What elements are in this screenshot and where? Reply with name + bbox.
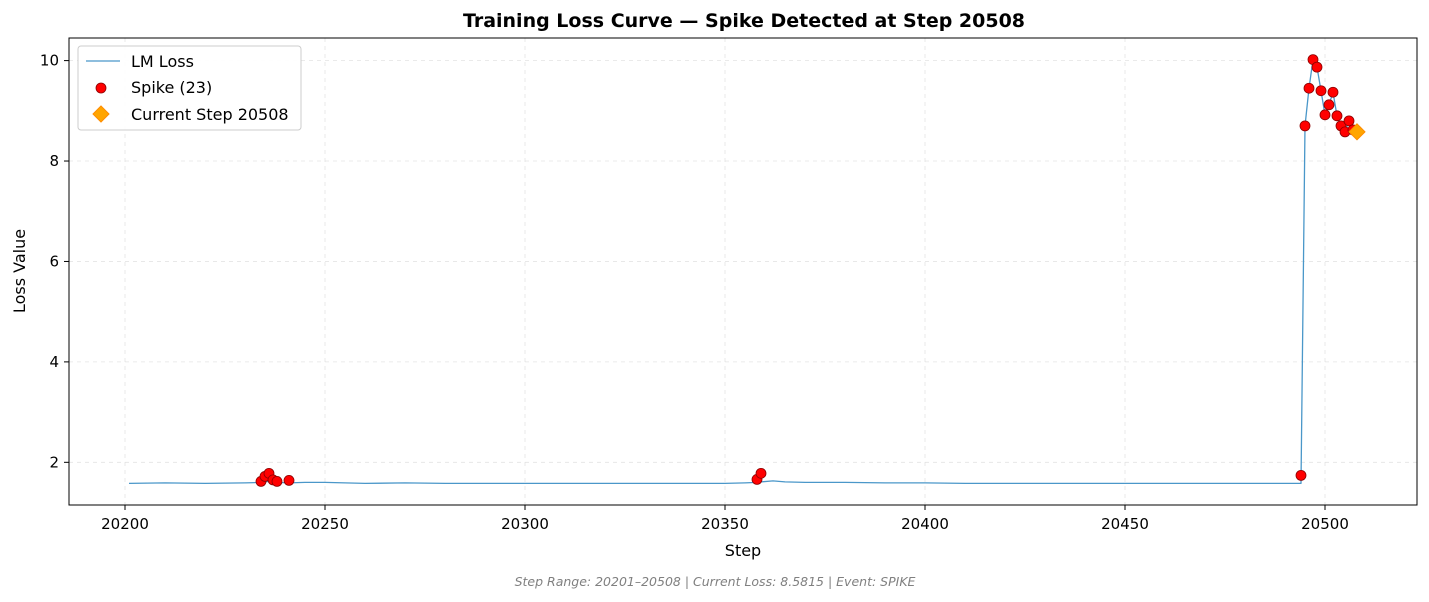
spike-point <box>1331 110 1343 122</box>
y-axis-label: Loss Value <box>10 229 29 313</box>
axes: 20200 20250 20300 20350 20400 20450 20500 2 4 6 8 1… <box>40 37 1418 533</box>
x-tick-label: 20350 <box>701 515 749 533</box>
legend-spike-swatch <box>95 82 107 94</box>
x-tick-label: 20250 <box>301 515 349 533</box>
legend-label-lm-loss: LM Loss <box>131 52 194 71</box>
x-tick-label: 20500 <box>1301 515 1349 533</box>
x-tick-label: 20450 <box>1101 515 1149 533</box>
spike-point <box>1299 120 1311 132</box>
chart-title: Training Loss Curve — Spike Detected at … <box>463 10 1025 32</box>
spike-point <box>1343 115 1355 127</box>
spike-point <box>755 467 767 479</box>
y-tick-label: 10 <box>40 52 59 70</box>
legend-current-swatch <box>92 105 110 123</box>
y-tick-label: 6 <box>49 252 59 270</box>
spike-point <box>271 475 283 487</box>
footer-caption: Step Range: 20201–20508 | Current Loss: … <box>515 574 916 589</box>
legend: LM Loss Spike (23) Current Step 20508 <box>77 45 302 131</box>
x-axis-label: Step <box>725 541 761 560</box>
y-tick-label: 8 <box>49 152 59 170</box>
loss-line <box>128 58 1358 485</box>
spike-points-layer <box>255 54 1366 487</box>
y-tick-label: 4 <box>49 353 59 371</box>
spike-point <box>1303 82 1315 94</box>
legend-frame <box>77 45 302 131</box>
legend-label-current: Current Step 20508 <box>131 105 289 124</box>
loss-line-layer <box>128 58 1358 485</box>
plot-frame <box>68 37 1418 506</box>
x-tick-label: 20200 <box>101 515 149 533</box>
current-step-marker <box>1348 123 1366 141</box>
spike-point <box>1311 61 1323 73</box>
spike-point <box>1315 85 1327 97</box>
x-tick-label: 20300 <box>501 515 549 533</box>
spike-point <box>1327 86 1339 98</box>
spike-point <box>283 474 295 486</box>
x-tick-label: 20400 <box>901 515 949 533</box>
spike-point <box>1295 469 1307 481</box>
grid <box>69 38 1417 505</box>
y-tick-label: 2 <box>49 453 59 471</box>
spike-point <box>1319 109 1331 121</box>
spike-point <box>1323 99 1335 111</box>
legend-label-spike: Spike (23) <box>131 78 212 97</box>
